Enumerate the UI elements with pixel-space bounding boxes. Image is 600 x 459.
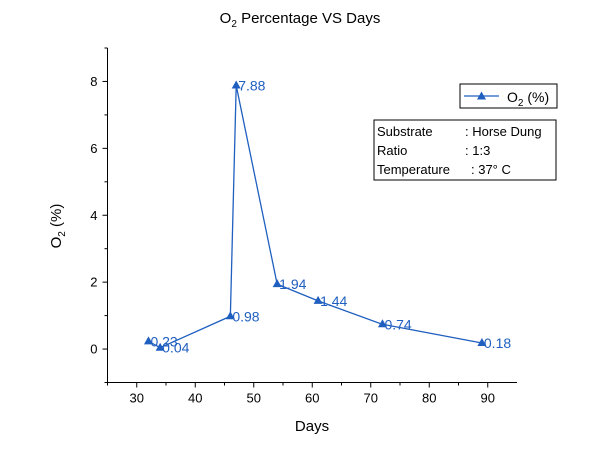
- info-temperature-label: Temperature: [377, 162, 450, 177]
- x-tick-label: 70: [364, 391, 378, 406]
- data-label: 0.74: [384, 316, 411, 332]
- info-substrate-label: Substrate: [377, 124, 433, 139]
- y-tick-label: 0: [90, 342, 97, 357]
- x-axis-label: Days: [295, 418, 329, 435]
- series-line: [148, 85, 483, 349]
- data-label: 7.88: [238, 77, 265, 93]
- legend: O2 (%): [459, 83, 558, 109]
- info-ratio-label: Ratio: [377, 143, 407, 158]
- data-point-marker: [477, 338, 487, 347]
- data-label: 0.04: [162, 340, 189, 356]
- y-tick-label: 8: [90, 74, 97, 89]
- data-point-marker: [272, 279, 282, 288]
- x-tick-label: 30: [130, 391, 144, 406]
- data-label: 0.18: [484, 335, 511, 351]
- data-labels: 0.230.04 0.98 7.88 1.94 1.44 0.74 0.18: [150, 77, 511, 355]
- y-ticks: 0 2 4 6 8: [90, 47, 108, 383]
- legend-marker: [477, 91, 486, 100]
- legend-label: O2 (%): [507, 89, 549, 109]
- y-axis-label: O2 (%): [48, 204, 68, 249]
- plot-frame: [107, 48, 517, 383]
- x-ticks: 30 40 50 60 70 80 90: [107, 382, 495, 406]
- x-tick-label: 60: [305, 391, 319, 406]
- y-tick-label: 2: [90, 275, 97, 290]
- data-point-marker: [143, 336, 153, 345]
- x-tick-label: 50: [247, 391, 261, 406]
- chart-title: O2 Percentage VS Days: [220, 10, 381, 30]
- data-point-marker: [225, 311, 235, 320]
- x-tick-label: 40: [188, 391, 202, 406]
- series-markers: [143, 80, 487, 351]
- data-point-marker: [313, 295, 323, 304]
- data-label: 0.23: [150, 333, 177, 349]
- data-label: 1.44: [320, 293, 347, 309]
- info-substrate-value: : Horse Dung: [465, 124, 542, 139]
- info-box: Substrate : Horse Dung Ratio : 1:3 Tempe…: [373, 119, 557, 181]
- x-tick-label: 90: [481, 391, 495, 406]
- info-temperature-value: : 37° C: [471, 162, 511, 177]
- y-tick-label: 6: [90, 141, 97, 156]
- data-label: 0.98: [232, 308, 259, 324]
- info-box-frame: [373, 119, 557, 181]
- y-tick-label: 4: [90, 208, 97, 223]
- data-point-marker: [231, 80, 241, 89]
- x-tick-label: 80: [422, 391, 436, 406]
- data-point-marker: [377, 319, 387, 328]
- data-label: 1.94: [279, 276, 306, 292]
- data-point-marker: [155, 342, 165, 351]
- info-ratio-value: : 1:3: [465, 143, 490, 158]
